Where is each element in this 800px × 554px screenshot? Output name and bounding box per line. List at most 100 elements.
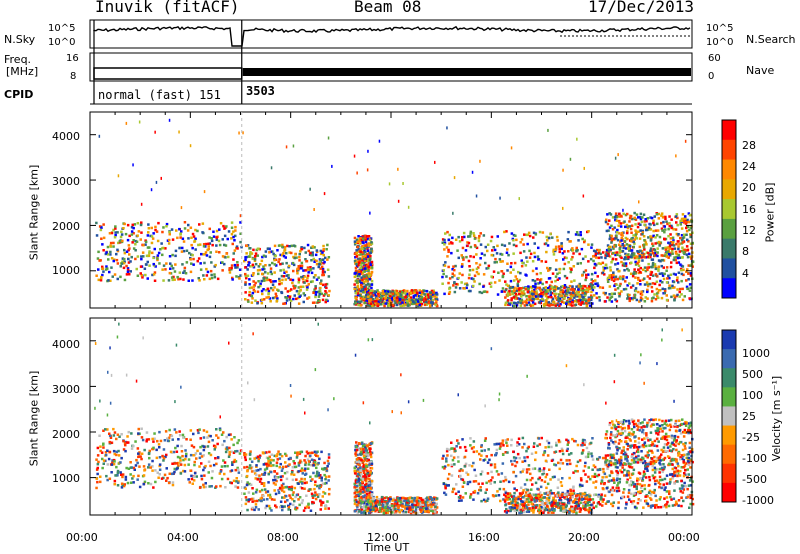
power-panel-cell <box>507 253 510 257</box>
power-panel-cell <box>508 289 511 293</box>
power-panel-cell <box>191 246 194 250</box>
power-panel-cell <box>223 262 226 266</box>
velocity-panel-cell <box>214 457 217 460</box>
velocity-panel-cell <box>356 490 360 493</box>
power-panel-cell <box>520 287 523 290</box>
power-panel-cell <box>367 282 370 286</box>
velocity-panel-cell <box>267 472 270 476</box>
power-panel-cell <box>353 154 356 158</box>
power-panel-cell <box>680 242 683 245</box>
power-panel-cell <box>232 258 235 261</box>
power-panel-cell <box>99 279 103 282</box>
power-panel-cell <box>624 264 628 268</box>
power-panel-cell <box>479 243 483 246</box>
power-panel-cell <box>130 226 134 229</box>
velocity-panel-cell <box>433 496 436 499</box>
velocity-panel-cell <box>417 496 421 500</box>
power-panel-cell <box>147 223 150 226</box>
velocity-panel-cell <box>234 485 237 488</box>
power-panel-cell <box>525 233 529 237</box>
power-panel-cell <box>244 283 247 286</box>
power-panel-cell <box>321 283 325 287</box>
power-panel-cell <box>545 290 548 293</box>
cpid-label: CPID <box>4 88 34 101</box>
velocity-panel-cell <box>284 461 287 464</box>
power-panel-cell <box>306 276 309 280</box>
velocity-panel-cell <box>165 479 168 482</box>
power-panel-cell <box>361 257 364 261</box>
power-panel-cell <box>320 279 323 282</box>
velocity-panel-cell <box>394 499 397 502</box>
power-panel-cell <box>384 302 387 305</box>
power-panel-cell <box>370 283 374 286</box>
power-panel-cell <box>653 293 656 296</box>
velocity-panel-cell <box>232 479 236 483</box>
power-panel-cell <box>260 289 264 293</box>
power-panel-cell <box>236 247 239 250</box>
power-panel-cell <box>643 266 647 269</box>
power-panel-cell <box>221 269 224 272</box>
velocity-panel-cell <box>356 503 359 507</box>
power-panel-cell <box>518 197 520 201</box>
power-panel-cell <box>250 301 254 304</box>
power-panel-cell <box>588 301 591 304</box>
power-panel-cell <box>659 279 662 283</box>
velocity-panel-cell <box>228 446 231 450</box>
power-panel-cell <box>596 275 599 278</box>
power-panel-cell <box>619 245 622 248</box>
power-panel-cell <box>324 293 327 296</box>
power-panel-cell <box>653 248 656 252</box>
power-panel-cell <box>123 248 126 252</box>
power-panel-cell <box>558 267 561 271</box>
power-panel-cell <box>364 251 367 254</box>
power-panel-cell <box>207 242 210 246</box>
power-panel-cell <box>169 267 172 270</box>
power-panel-cell <box>676 293 679 297</box>
power-panel-cell <box>449 241 453 244</box>
power-panel-cell <box>200 252 203 256</box>
power-panel-cell <box>631 252 634 255</box>
power-panel-cell <box>557 295 560 299</box>
power-panel-cell <box>666 246 669 249</box>
velocity-panel-cell <box>279 505 282 509</box>
power-panel-cell <box>526 287 530 291</box>
velocity-panel-cell <box>183 463 187 467</box>
velocity-panel-cell <box>108 477 112 480</box>
velocity-panel-cell <box>255 456 258 460</box>
velocity-panel-cell <box>409 511 413 515</box>
power-panel-cell <box>112 245 115 248</box>
velocity-panel-cell <box>95 486 98 490</box>
velocity-panel-cell <box>255 465 258 468</box>
power-panel-cell <box>626 267 629 271</box>
velocity-panel-cell <box>368 448 371 451</box>
velocity-panel-cell <box>258 454 262 457</box>
power-panel-cell <box>623 257 626 261</box>
power-panel-cell <box>467 235 470 238</box>
velocity-panel-cell <box>157 476 160 479</box>
velocity-panel-cell <box>158 456 162 459</box>
power-panel-cell <box>389 295 392 298</box>
power-panel-cell <box>257 285 260 289</box>
velocity-panel-cell <box>315 472 319 475</box>
power-panel-cell <box>367 287 370 290</box>
power-panel-cell <box>637 276 640 280</box>
velocity-panel-cell <box>298 496 302 499</box>
power-panel-cell <box>551 272 555 275</box>
power-panel-cell <box>406 302 410 306</box>
power-panel-cell <box>434 303 437 306</box>
power-panel-cell <box>363 270 367 273</box>
power-panel-cell <box>577 284 580 288</box>
power-panel-cell <box>569 270 573 274</box>
power-panel-cell <box>109 250 112 254</box>
power-panel-cell <box>366 255 370 258</box>
power-panel-cell <box>638 254 642 258</box>
velocity-panel-cell <box>305 505 309 508</box>
power-panel-cell <box>668 242 671 245</box>
power-panel-cell <box>629 272 633 275</box>
power-panel-cell <box>626 225 629 228</box>
velocity-panel-cell <box>257 459 260 463</box>
power-panel-cell <box>290 288 293 291</box>
velocity-panel-cell <box>407 510 411 514</box>
power-panel-cell <box>598 296 601 299</box>
power-panel-cell <box>629 286 633 289</box>
